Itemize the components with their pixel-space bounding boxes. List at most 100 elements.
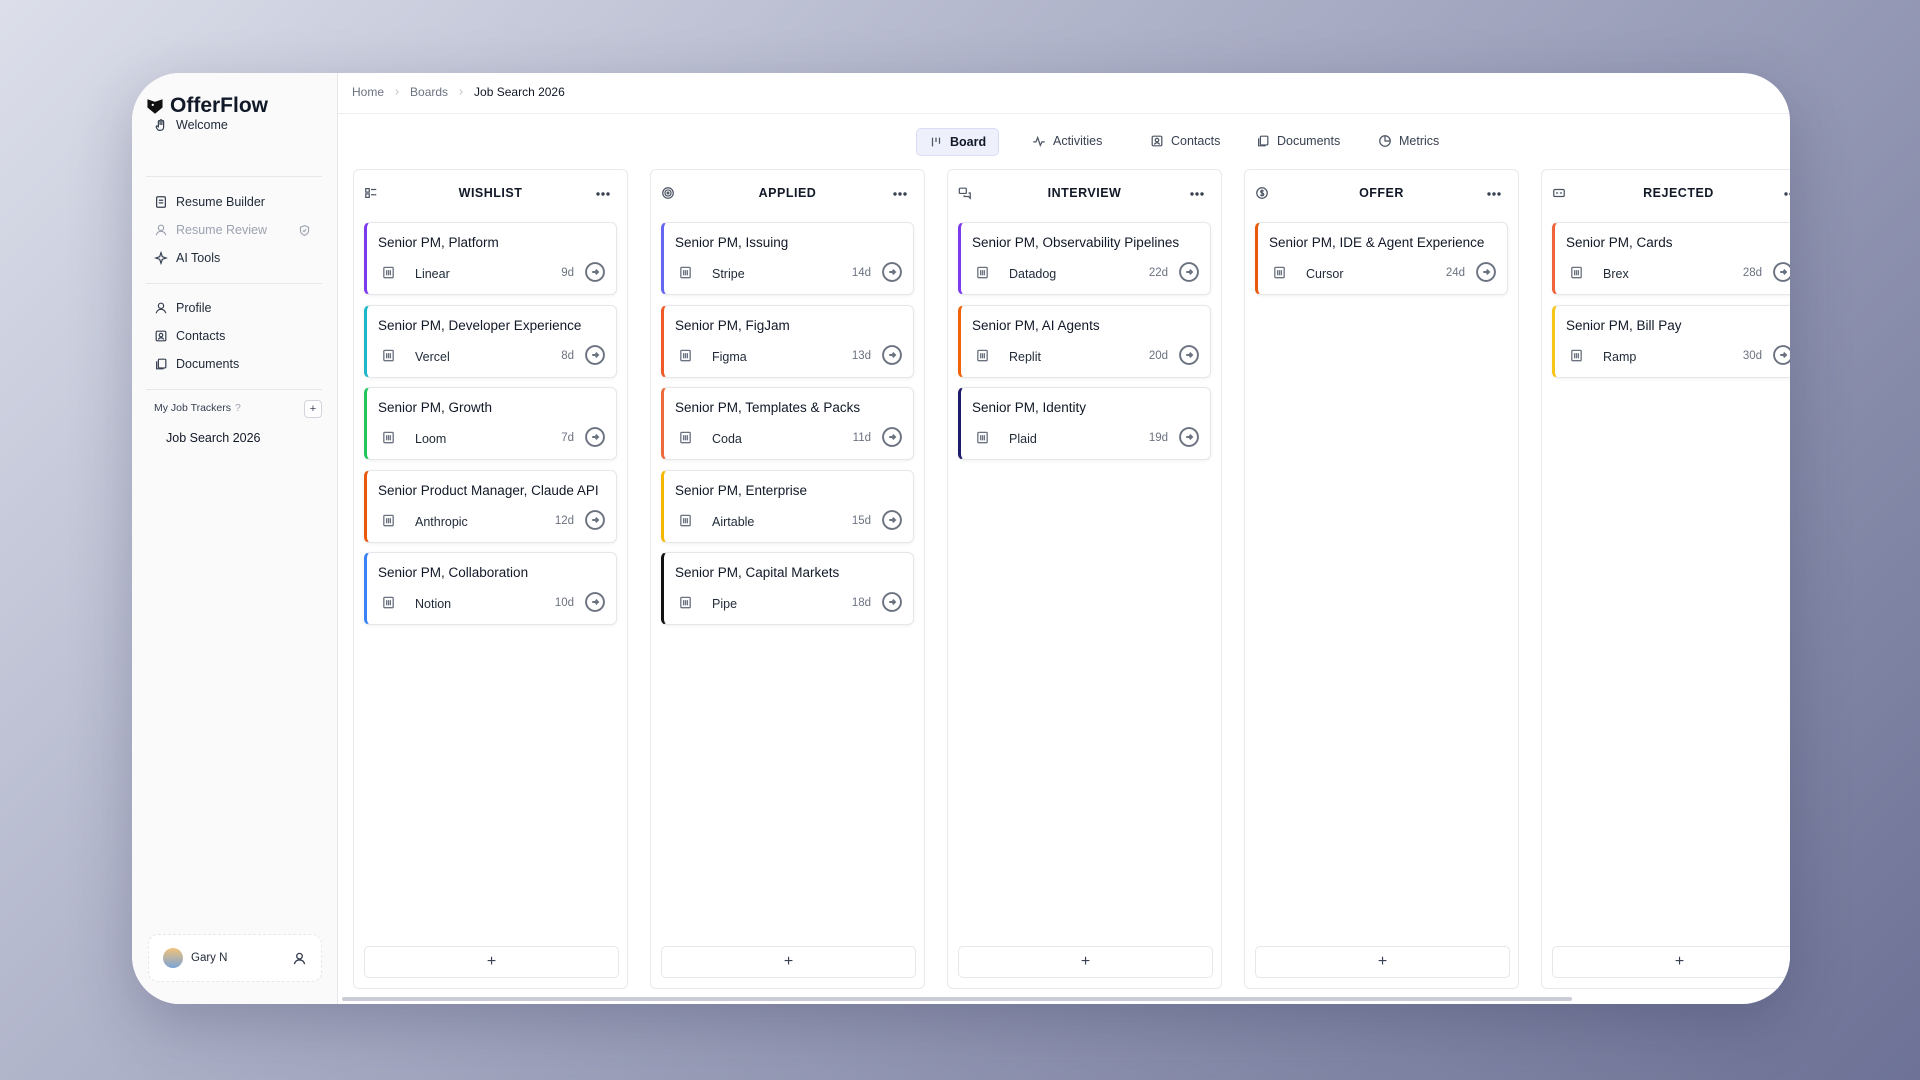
nav-tool-label: AI Tools (176, 251, 221, 265)
icon[interactable] (881, 344, 903, 366)
job-card[interactable]: Senior PM, Bill Pay Ramp 30d (1552, 304, 1790, 378)
icon[interactable] (1178, 426, 1200, 448)
job-card[interactable]: Senior Product Manager, Claude API Anthro… (364, 469, 617, 543)
divider (146, 283, 322, 284)
icon[interactable] (1486, 186, 1502, 202)
icon[interactable] (584, 261, 606, 283)
age: 12d (554, 514, 574, 527)
icon (1256, 187, 1268, 199)
tab[interactable]: Documents (1244, 128, 1352, 154)
icon[interactable] (1178, 344, 1200, 366)
nav-account[interactable]: Profile (154, 298, 211, 318)
nav-account-label: Documents (176, 357, 240, 371)
job-card[interactable]: Senior PM, FigJam Figma 13d (661, 304, 914, 378)
brand[interactable]: OfferFlow (146, 94, 268, 118)
icon[interactable] (881, 426, 903, 448)
tab-label: Metrics (1399, 134, 1440, 148)
company: Loom (415, 432, 447, 446)
age: 14d (851, 267, 871, 279)
icon (383, 349, 394, 361)
crumb[interactable]: Boards (410, 85, 449, 99)
icon (680, 266, 691, 279)
sidebar: OfferFlow Welcome Resume Builder Resume Rev… (132, 73, 338, 1004)
tab-label: Documents (1277, 134, 1341, 148)
age: 18d (851, 597, 871, 609)
icon[interactable] (881, 261, 903, 283)
icon (1571, 266, 1582, 279)
job-card[interactable]: Senior PM, Templates & Packs Coda 11d (661, 387, 914, 460)
icon (680, 431, 691, 444)
add-card-button[interactable]: + (958, 946, 1213, 978)
job-card[interactable]: Senior PM, Issuing Stripe 14d (661, 222, 914, 295)
icon[interactable] (595, 186, 611, 202)
icon[interactable] (1772, 261, 1790, 283)
icon (365, 188, 377, 198)
nav-account[interactable]: Documents (154, 354, 239, 374)
tab[interactable]: Board (916, 128, 1000, 156)
trackers-add[interactable]: + (304, 400, 322, 418)
nav-account-label: Profile (176, 301, 212, 315)
job-card[interactable]: Senior PM, Growth Loom 7d (364, 387, 617, 460)
company: Replit (1009, 349, 1041, 364)
tab[interactable]: Activities (1020, 128, 1114, 154)
divider (146, 176, 322, 177)
tab[interactable]: Contacts (1138, 128, 1232, 154)
job-card[interactable]: Senior PM, Platform Linear 9d (364, 222, 617, 295)
job-card[interactable]: Senior PM, Identity Plaid 19d (958, 387, 1211, 460)
job-card[interactable]: Senior PM, Capital Markets Pipe 18d (661, 552, 914, 625)
job-role: Senior PM, Bill Pay (1566, 317, 1682, 333)
icon[interactable] (1772, 344, 1790, 366)
job-card[interactable]: Senior PM, Observability Pipelines Datado… (958, 222, 1211, 295)
icon[interactable] (1178, 261, 1200, 283)
brand-name: OfferFlow (170, 94, 268, 117)
job-card[interactable]: Senior PM, IDE & Agent Experience Cursor 2… (1255, 222, 1508, 295)
company: Pipe (712, 597, 738, 611)
job-card[interactable]: Senior PM, AI Agents Replit 20d (958, 304, 1211, 378)
nav-tool[interactable]: Resume Builder (154, 192, 265, 212)
job-role: Senior Product Manager, Claude API (378, 482, 599, 498)
nav-welcome[interactable]: Welcome (154, 115, 228, 135)
nav-tool[interactable]: AI Tools (154, 248, 220, 268)
job-role: Senior PM, Collaboration (378, 565, 529, 580)
add-card-button[interactable]: + (661, 946, 916, 978)
age: 24d (1445, 267, 1465, 279)
icon[interactable] (584, 591, 606, 613)
nav-account-label: Contacts (176, 329, 226, 343)
icon[interactable] (584, 344, 606, 366)
add-card-button[interactable]: + (1552, 946, 1790, 978)
company: Notion (415, 597, 452, 611)
job-card[interactable]: Senior PM, Enterprise Airtable 15d (661, 469, 914, 543)
icon[interactable] (1783, 186, 1790, 202)
job-card[interactable]: Senior PM, Collaboration Notion 10d (364, 552, 617, 625)
user-box[interactable]: Gary N (148, 934, 322, 982)
nav-account[interactable]: Contacts (154, 326, 225, 346)
add-card-button[interactable]: + (1255, 946, 1510, 978)
icon[interactable] (1189, 186, 1205, 202)
icon (383, 596, 394, 609)
company: Plaid (1009, 432, 1037, 446)
icon (155, 302, 167, 314)
tab[interactable]: Metrics (1366, 128, 1451, 154)
add-card-button[interactable]: + (364, 946, 619, 978)
job-card[interactable]: Senior PM, Cards Brex 28d (1552, 222, 1790, 295)
column: APPLIED Senior PM, Issuing Stripe 14d Senior… (650, 169, 925, 989)
trackers-help[interactable]: ? (235, 402, 241, 414)
icon[interactable] (892, 186, 908, 202)
job-role: Senior PM, Capital Markets (675, 565, 840, 580)
company: Linear (415, 267, 450, 281)
icon (154, 251, 168, 265)
icon[interactable] (881, 591, 903, 613)
icon[interactable] (1475, 261, 1497, 283)
column-title: REJECTED (1643, 186, 1714, 200)
tracker-item[interactable]: Job Search 2026 (166, 431, 261, 445)
icon[interactable] (584, 426, 606, 448)
icon (383, 266, 394, 279)
icon[interactable] (584, 509, 606, 531)
divider (146, 389, 322, 390)
company: Airtable (712, 514, 755, 529)
icon[interactable] (881, 509, 903, 531)
job-card[interactable]: Senior PM, Developer Experience Vercel 8d (364, 304, 617, 378)
age: 15d (851, 514, 871, 527)
crumb[interactable]: Home (352, 85, 385, 99)
